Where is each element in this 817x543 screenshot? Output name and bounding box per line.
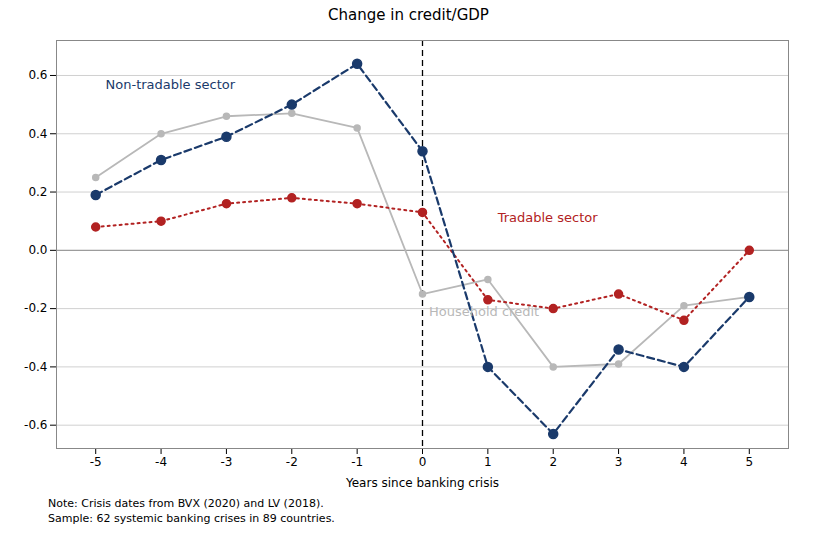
svg-text:Household credit: Household credit (429, 304, 539, 319)
svg-text:-0.4: -0.4 (24, 360, 47, 374)
svg-text:-0.6: -0.6 (24, 418, 47, 432)
svg-text:0.0: 0.0 (28, 243, 47, 257)
svg-text:Non-tradable sector: Non-tradable sector (106, 77, 236, 92)
svg-text:0.2: 0.2 (28, 185, 47, 199)
svg-text:0: 0 (419, 455, 427, 469)
svg-text:2: 2 (549, 455, 557, 469)
svg-text:Tradable sector: Tradable sector (497, 210, 599, 225)
svg-text:-1: -1 (351, 455, 363, 469)
svg-text:1: 1 (484, 455, 492, 469)
html-text:Sample: 62 systemic banking cr: Sample: 62 systemic banking crises in 89… (48, 512, 335, 525)
svg-text:3: 3 (615, 455, 623, 469)
html-text:Change in credit/GDP: Change in credit/GDP (328, 6, 489, 24)
svg-text:0.6: 0.6 (28, 68, 47, 82)
svg-text:-0.2: -0.2 (24, 301, 47, 315)
html-text:Note: Crisis dates from BVX (2: Note: Crisis dates from BVX (2020) and L… (48, 497, 324, 510)
svg-text:-5: -5 (90, 455, 102, 469)
svg-text:5: 5 (745, 455, 753, 469)
svg-text:-3: -3 (220, 455, 232, 469)
svg-text:4: 4 (680, 455, 688, 469)
svg-text:-4: -4 (155, 455, 167, 469)
svg-text:Years since banking crisis: Years since banking crisis (345, 476, 499, 490)
svg-text:0.4: 0.4 (28, 127, 47, 141)
svg-text:-2: -2 (286, 455, 298, 469)
